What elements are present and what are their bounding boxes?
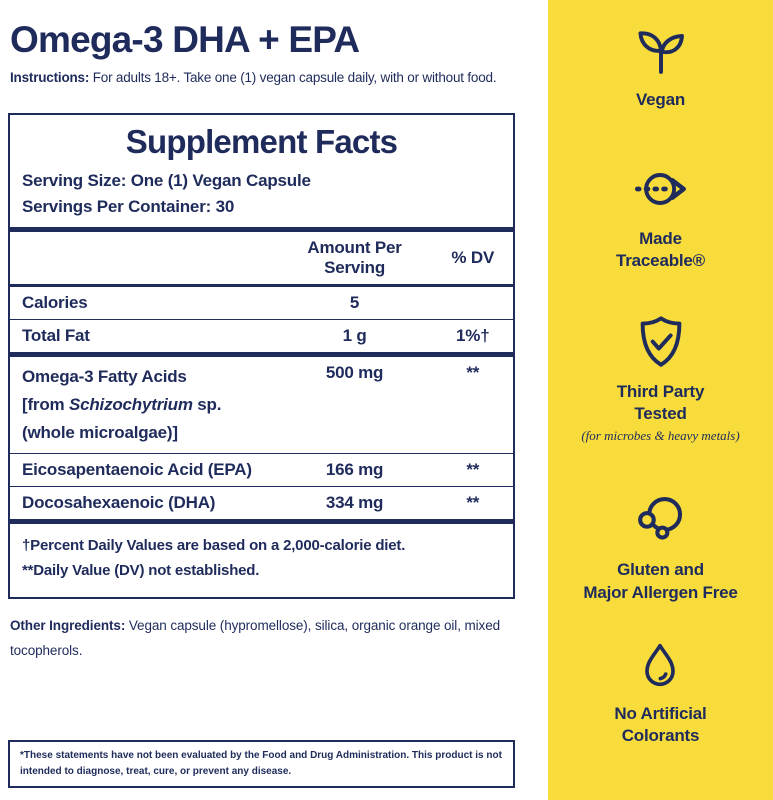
table-row-calories: Calories 5 [10,285,513,320]
badge-label: No Artificial Colorants [614,703,707,745]
servings-per-container-value: 30 [215,196,235,216]
serving-size-line: Serving Size: One (1) Vegan Capsule [10,171,513,191]
nutrient-dv: ** [466,362,480,382]
nutrient-name: Omega-3 Fatty Acids [from Schizochytrium… [10,354,277,453]
header-empty-cell [10,229,277,285]
header-dv-cell: % DV [451,247,495,267]
sprout-icon [633,22,689,78]
nutrient-name: Eicosapentaenoic Acid (EPA) [22,459,252,479]
instructions-line: Instructions: For adults 18+. Take one (… [10,70,548,85]
fda-disclaimer-text: *These statements have not been evaluate… [20,750,502,777]
nutrient-name: Calories [22,292,88,312]
other-ingredients-label: Other Ingredients: [10,617,126,633]
allergen-circles-icon [632,490,690,548]
footnotes: †Percent Daily Values are based on a 2,0… [10,524,513,597]
table-row-dha: Docosahexaenoic (DHA) 334 mg ** [10,486,513,522]
shield-check-icon [633,314,689,370]
supplement-facts-title: Supplement Facts [125,122,398,160]
benefits-sidebar: Vegan Made Traceable® Third Party Tested (… [548,0,773,800]
nutrient-dv: 1%† [456,325,490,345]
omega3-name-line2: [from Schizochytrium sp. [22,394,222,414]
instructions-text: For adults 18+. Take one (1) vegan capsu… [92,69,497,85]
table-row-epa: Eicosapentaenoic Acid (EPA) 166 mg ** [10,453,513,487]
fda-disclaimer-box: *These statements have not been evaluate… [8,740,515,788]
servings-per-container-label: Servings Per Container: [22,196,212,216]
servings-per-container-line: Servings Per Container: 30 [10,197,513,217]
badge-label: Gluten and Major Allergen Free [583,560,738,602]
supplement-facts-panel: Supplement Facts Serving Size: One (1) V… [8,112,515,599]
nutrient-name: Total Fat [22,325,90,345]
other-ingredients-line: Other Ingredients: Vegan capsule (hyprom… [10,613,522,664]
table-row-total-fat: Total Fat 1 g 1%† [10,319,513,355]
instructions-label: Instructions: [10,69,90,85]
nutrient-amount: 334 mg [325,492,384,512]
table-row-omega3: Omega-3 Fatty Acids [from Schizochytrium… [10,354,513,454]
badge-no-artificial-colorants: No Artificial Colorants [614,640,707,747]
traceable-arrow-icon [631,161,691,217]
header-amount-cell: Amount Per Serving [307,237,402,277]
nutrient-amount: 166 mg [325,459,384,479]
other-ingredients-text: Vegan capsule (hypromellose), silica, or… [10,617,501,659]
footnote-daily-values: †Percent Daily Values are based on a 2,0… [22,536,406,554]
droplet-icon [634,640,686,692]
nutrient-dv [433,285,513,319]
badge-vegan: Vegan [633,22,689,111]
table-header-row: Amount Per Serving % DV [10,229,513,286]
badge-made-traceable: Made Traceable® [616,161,705,272]
nutrient-amount: 500 mg [325,362,384,382]
nutrient-dv: ** [466,459,480,479]
serving-size-value: One (1) Vegan Capsule [130,170,311,190]
omega3-name-line1: Omega-3 Fatty Acids [22,366,187,386]
omega3-name-line3: (whole microalgae)] [22,422,178,442]
badge-label: Made Traceable® [616,229,705,271]
serving-size-label: Serving Size: [22,170,127,190]
footnote-dv-not-established: **Daily Value (DV) not established. [22,562,260,580]
badge-allergen-free: Gluten and Major Allergen Free [583,490,738,603]
nutrient-amount: 5 [349,292,360,312]
badge-sublabel: (for microbes & heavy metals) [581,428,740,444]
product-title: Omega-3 DHA + EPA [10,19,360,60]
label-content: Omega-3 DHA + EPA Instructions: For adul… [8,19,548,788]
nutrition-table: Amount Per Serving % DV Calories 5 Total… [10,227,513,524]
badge-label: Vegan [635,90,686,109]
badge-label: Third Party Tested [616,382,705,424]
nutrient-amount: 1 g [342,325,367,345]
badge-third-party-tested: Third Party Tested (for microbes & heavy … [581,314,740,444]
nutrient-dv: ** [466,492,480,512]
nutrient-name: Docosahexaenoic (DHA) [22,492,216,512]
